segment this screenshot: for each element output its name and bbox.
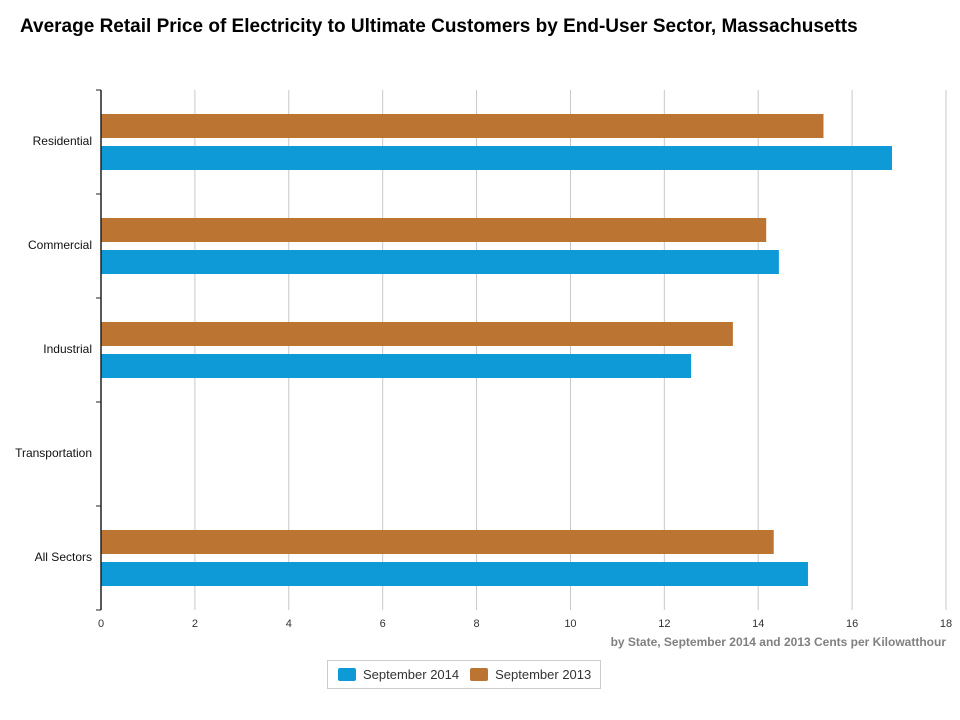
bar-industrial-series-1 xyxy=(101,354,692,378)
bar-all-sectors-series-2 xyxy=(101,530,774,554)
x-tick-label-14: 14 xyxy=(752,618,764,630)
x-axis-title: by State, September 2014 and 2013 Cents … xyxy=(611,635,947,649)
axes xyxy=(96,89,102,611)
x-tick-label-10: 10 xyxy=(564,618,576,630)
x-tick-label-8: 8 xyxy=(473,618,479,630)
legend-swatch-series-1 xyxy=(338,668,356,681)
legend-label-series-1: September 2014 xyxy=(363,667,460,682)
x-tick-label-0: 0 xyxy=(98,618,104,630)
x-tick-label-4: 4 xyxy=(286,618,292,630)
chart-title: Average Retail Price of Electricity to U… xyxy=(20,16,858,37)
bar-commercial-series-2 xyxy=(101,218,767,242)
legend-label-series-2: September 2013 xyxy=(495,667,592,682)
bar-commercial-series-1 xyxy=(101,250,779,274)
bar-residential-series-1 xyxy=(101,146,893,170)
x-tick-label-6: 6 xyxy=(380,618,386,630)
category-label-all-sectors: All Sectors xyxy=(35,550,92,564)
gridlines xyxy=(194,90,947,610)
bar-chart: 0 2 4 6 8 10 12 14 16 18 Residential Commercial Indu… xyxy=(15,89,952,649)
category-label-residential: Residential xyxy=(33,134,92,148)
bars xyxy=(101,114,893,586)
bar-all-sectors-series-1 xyxy=(101,562,808,586)
x-tick-label-16: 16 xyxy=(846,618,858,630)
legend[interactable]: September 2014 September 2013 xyxy=(327,660,602,689)
x-tick-label-12: 12 xyxy=(658,618,670,630)
category-label-industrial: Industrial xyxy=(43,342,92,356)
x-tick-label-18: 18 xyxy=(940,618,952,630)
legend-item-series-1[interactable]: September 2014 xyxy=(338,667,459,682)
bar-industrial-series-2 xyxy=(101,322,733,346)
category-label-commercial: Commercial xyxy=(28,238,92,252)
category-label-transportation: Transportation xyxy=(15,446,92,460)
labels: 0 2 4 6 8 10 12 14 16 18 Residential Commercial Indu… xyxy=(15,134,952,649)
bar-residential-series-2 xyxy=(101,114,824,138)
x-tick-label-2: 2 xyxy=(192,618,198,630)
legend-swatch-series-2 xyxy=(470,668,489,681)
legend-item-series-2[interactable]: September 2013 xyxy=(470,667,591,682)
